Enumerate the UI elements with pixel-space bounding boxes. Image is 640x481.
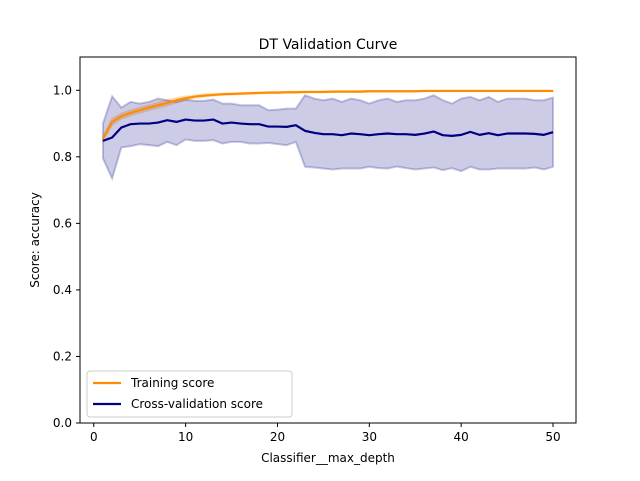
x-tick-label: 40 [454, 430, 469, 444]
legend: Training score Cross-validation score [86, 370, 293, 418]
y-tick-label: 0.0 [53, 416, 72, 430]
y-tick-label: 1.0 [53, 83, 72, 97]
chart-title: DT Validation Curve [259, 37, 398, 53]
x-tick-label: 30 [362, 430, 377, 444]
x-tick-label: 0 [90, 430, 98, 444]
axes-layer: 0 10 20 30 40 50 0.0 0.2 0.4 0.6 0.8 1.0 [53, 56, 577, 444]
x-tick-label: 50 [545, 430, 560, 444]
lines-layer [101, 89, 554, 142]
series-0-line [101, 89, 554, 140]
legend-box [86, 370, 293, 418]
series-1-line [102, 118, 554, 142]
y-tick-label: 0.4 [53, 283, 72, 297]
y-tick-label: 0.6 [53, 216, 72, 230]
y-axis-label: Score: accuracy [28, 192, 42, 288]
x-tick-label: 20 [270, 430, 285, 444]
legend-label-0: Training score [130, 376, 214, 390]
y-tick-label: 0.2 [53, 349, 72, 363]
x-axis-label: Classifier__max_depth [261, 451, 395, 465]
x-tick-label: 10 [178, 430, 193, 444]
legend-label-1: Cross-validation score [131, 397, 263, 411]
y-tick-label: 0.8 [53, 150, 72, 164]
plot-frame [79, 56, 577, 424]
series-1-band [101, 94, 555, 182]
